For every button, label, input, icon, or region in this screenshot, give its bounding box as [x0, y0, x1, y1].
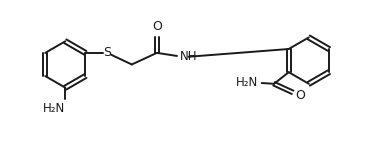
Text: H₂N: H₂N	[43, 102, 65, 115]
Text: H₂N: H₂N	[235, 76, 258, 89]
Text: O: O	[295, 88, 305, 102]
Text: O: O	[152, 20, 162, 33]
Text: S: S	[103, 46, 111, 59]
Text: NH: NH	[180, 50, 198, 63]
